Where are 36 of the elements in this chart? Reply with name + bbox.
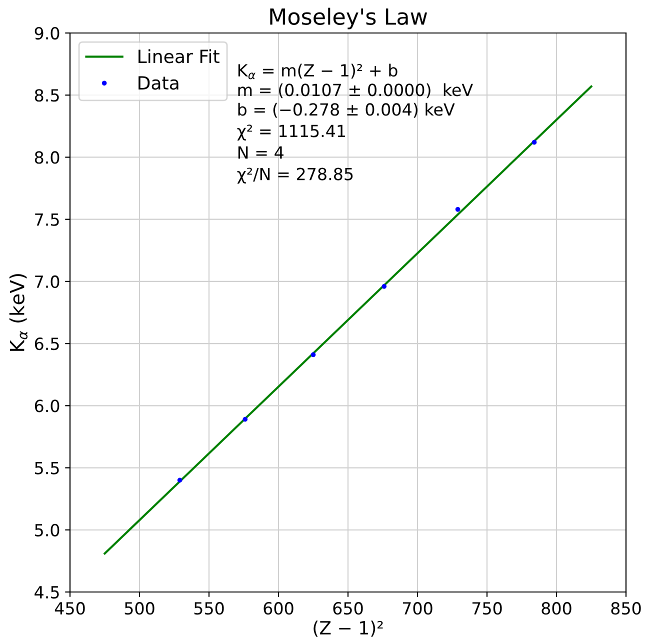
point <box>455 206 460 212</box>
y-tick-label: 5.0 <box>35 524 60 536</box>
point <box>242 416 248 422</box>
x-tick-label: 550 <box>194 602 224 615</box>
x-tick-label: 850 <box>611 602 641 615</box>
point <box>532 140 537 145</box>
annotation: χ²/N = 278.85 <box>237 168 353 184</box>
x-tick-label: 750 <box>472 602 502 615</box>
y-axis-title: K$_{α}$ (keV) <box>9 274 28 351</box>
annotation: N = 4 <box>238 146 284 159</box>
y-tick-label: 5.5 <box>35 462 59 474</box>
annotation: χ² = 1115.41 <box>237 124 346 141</box>
point <box>310 352 316 358</box>
point <box>382 284 387 289</box>
y-tick-label: 7.0 <box>35 275 60 288</box>
y-tick-label: 9.0 <box>34 26 60 40</box>
annotation: K$_{α}$ = m(Z − 1)² + b <box>238 64 398 80</box>
y-tick-label: 8.5 <box>34 89 59 102</box>
x-tick-label: 450 <box>54 602 85 615</box>
y-tick-label: 8.0 <box>34 151 60 164</box>
chart-title: Moseley's Law <box>270 8 428 30</box>
annotation: b = (−0.278 ± 0.004) keV <box>238 102 455 118</box>
y-tick-label: 7.5 <box>35 214 59 226</box>
point <box>177 478 182 483</box>
x-tick-label: 600 <box>264 602 294 615</box>
y-tick-label: 6.0 <box>34 400 60 412</box>
y-tick-label: 4.5 <box>34 586 59 599</box>
legend-label: Data <box>138 76 178 90</box>
legend-label: Linear Fit <box>138 49 220 64</box>
x-tick-label: 800 <box>542 602 572 615</box>
annotation: m = (0.0107 ± 0.0000) keV <box>238 83 473 98</box>
x-tick-label: 500 <box>124 602 154 615</box>
x-tick-label: 700 <box>402 602 432 615</box>
x-axis-title: (Z − 1)² <box>314 620 383 637</box>
x-tick-label: 650 <box>333 602 363 615</box>
y-tick-label: 6.5 <box>34 338 59 350</box>
